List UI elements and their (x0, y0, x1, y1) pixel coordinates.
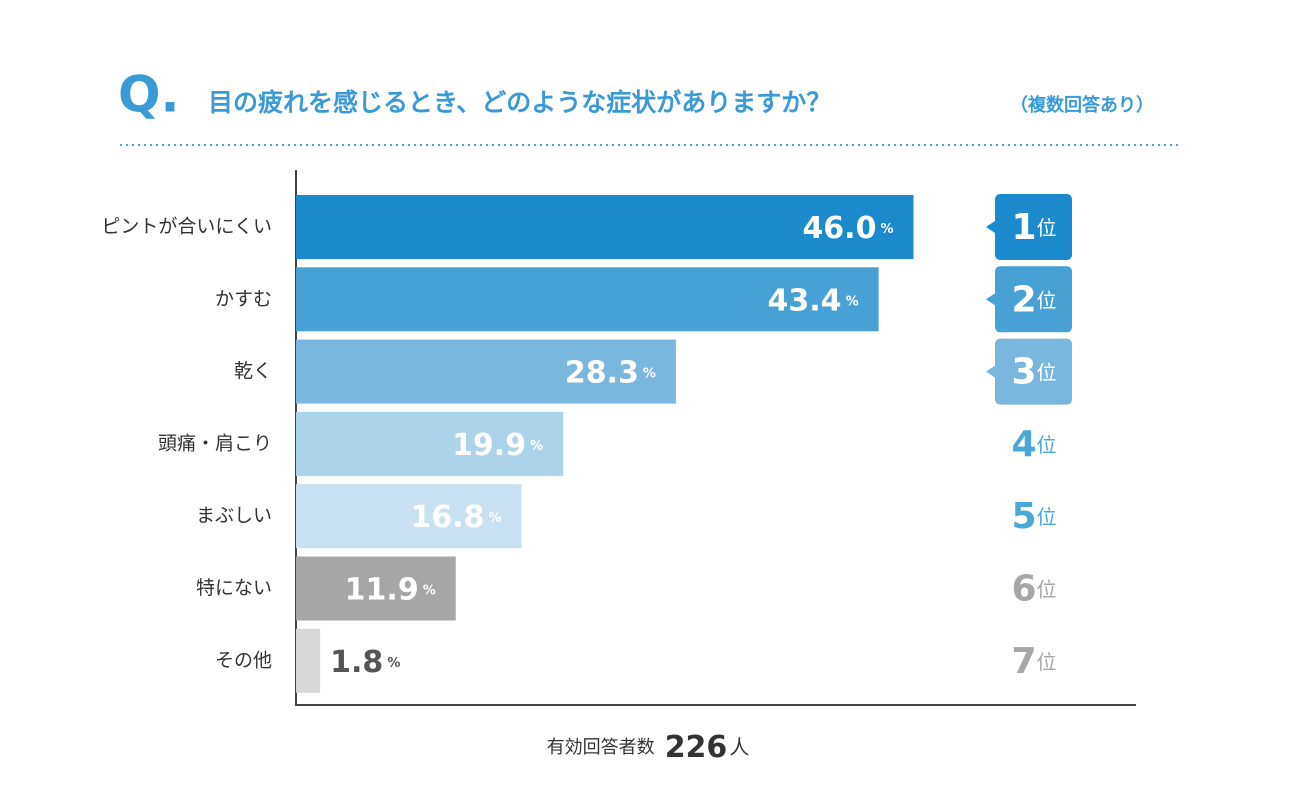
rank-suffix: 位 (1037, 288, 1057, 312)
bar (296, 267, 879, 332)
value-unit: % (530, 438, 543, 453)
value-label: 19.9% (452, 427, 543, 462)
value-label: 1.8% (330, 644, 400, 679)
category-label: ピントが合いにくい (101, 216, 272, 238)
rank-label: 4位 (1011, 424, 1056, 465)
rank-label: 7位 (1011, 641, 1056, 682)
value-number: 1.8 (330, 644, 383, 679)
rank-number: 4 (1011, 424, 1036, 465)
title-prefix: Q. (118, 66, 180, 124)
rank-label: 2位 (1011, 279, 1056, 320)
value-label: 11.9% (345, 572, 436, 607)
bar (296, 484, 522, 549)
rank-badge-pointer (986, 365, 995, 378)
rank-badge (995, 338, 1072, 405)
footer: 有効回答者数 226 人 (547, 730, 750, 765)
category-label: 特にない (196, 577, 272, 599)
value-label: 16.8% (410, 500, 501, 535)
value-number: 19.9 (452, 427, 526, 462)
value-label: 28.3% (565, 355, 656, 390)
value-unit: % (846, 294, 859, 309)
rank-number: 2 (1011, 279, 1036, 320)
bar (296, 339, 676, 404)
category-label: 乾く (234, 360, 272, 382)
rank-suffix: 位 (1037, 505, 1057, 529)
category-label: まぶしい (196, 505, 272, 527)
value-unit: % (488, 511, 501, 526)
rank-badge (995, 266, 1072, 333)
rank-suffix: 位 (1037, 216, 1057, 240)
bar (296, 628, 321, 693)
value-unit: % (643, 366, 656, 381)
bar (296, 411, 564, 476)
rank-badge-pointer (986, 293, 995, 306)
value-label: 43.4% (768, 283, 859, 318)
category-label: その他 (215, 649, 272, 671)
rank-label: 1位 (1011, 207, 1056, 248)
rank-number: 5 (1011, 496, 1036, 537)
value-unit: % (423, 583, 436, 598)
rank-badge (995, 194, 1072, 260)
chart-title: 目の疲れを感じるとき、どのような症状がありますか？ (208, 88, 831, 117)
bar (296, 195, 914, 259)
rank-number: 7 (1011, 641, 1036, 682)
rank-suffix: 位 (1037, 360, 1057, 384)
footer-label: 有効回答者数 (547, 737, 655, 758)
bar (296, 556, 456, 621)
rank-label: 3位 (1011, 352, 1056, 393)
category-label: かすむ (215, 288, 272, 310)
rank-badge-pointer (986, 221, 995, 233)
rank-suffix: 位 (1037, 432, 1057, 456)
value-number: 28.3 (565, 355, 639, 390)
value-number: 43.4 (768, 283, 842, 318)
value-number: 16.8 (410, 500, 484, 535)
rank-label: 5位 (1011, 496, 1056, 537)
rank-number: 6 (1011, 569, 1036, 610)
category-label: 頭痛・肩こり (158, 432, 272, 454)
footer-unit: 人 (729, 735, 749, 759)
rank-number: 1 (1011, 207, 1036, 248)
value-unit: % (880, 222, 893, 237)
rank-suffix: 位 (1037, 649, 1057, 673)
rank-suffix: 位 (1037, 577, 1057, 601)
value-number: 46.0 (802, 211, 876, 246)
footer-value: 226 (665, 730, 728, 765)
value-label: 46.0% (802, 211, 893, 246)
chart-subtitle: （複数回答あり） (1010, 94, 1154, 116)
value-unit: % (387, 655, 400, 670)
rank-number: 3 (1011, 352, 1036, 393)
value-number: 11.9 (345, 572, 419, 607)
rank-label: 6位 (1011, 569, 1056, 610)
